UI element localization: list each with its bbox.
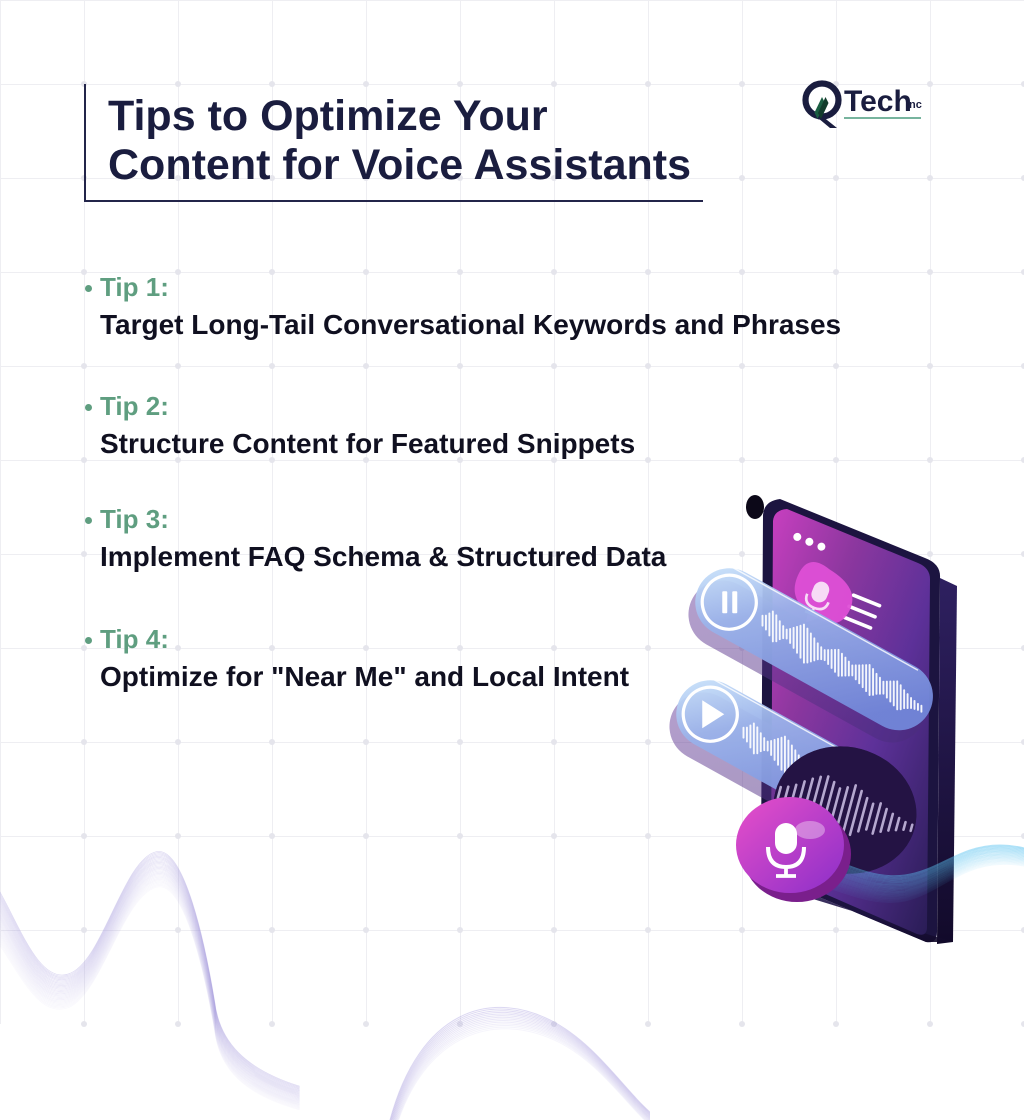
svg-text:inc: inc [906,99,922,111]
svg-text:Tech: Tech [844,85,912,118]
